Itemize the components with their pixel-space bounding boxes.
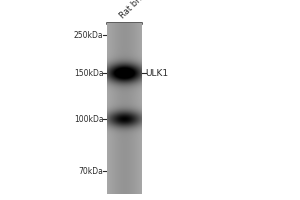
- Text: 100kDa: 100kDa: [74, 114, 103, 123]
- Text: 70kDa: 70kDa: [79, 166, 104, 176]
- Text: 250kDa: 250kDa: [74, 30, 103, 40]
- Text: 150kDa: 150kDa: [74, 68, 103, 77]
- Text: ULK1: ULK1: [146, 68, 169, 77]
- Text: Rat brain: Rat brain: [118, 0, 152, 20]
